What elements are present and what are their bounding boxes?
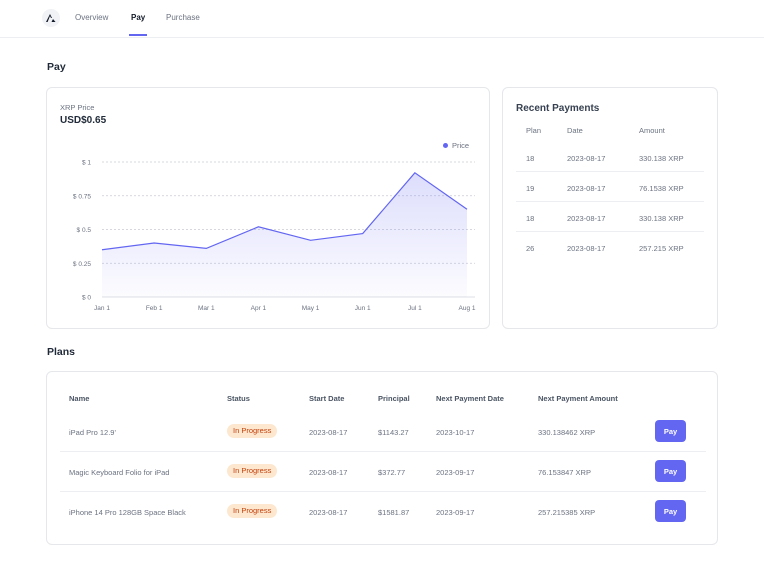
payment-date: 2023-08-17 — [567, 154, 606, 163]
tab-purchase[interactable]: Purchase — [166, 13, 200, 22]
col-date: Date — [567, 126, 583, 135]
payment-row: 26 2023-08-17 257.215 XRP — [516, 232, 704, 262]
payment-date: 2023-08-17 — [567, 214, 606, 223]
plan-next-payment-date: 2023-09-17 — [436, 508, 475, 517]
plan-row: iPad Pro 12.9' 2023-08-17 $1143.27 2023-10-… — [60, 412, 706, 452]
legend-dot-icon — [443, 143, 448, 148]
x-tick-label: Jul 1 — [408, 305, 422, 312]
plan-row: Magic Keyboard Folio for iPad 2023-08-17 $… — [60, 452, 706, 492]
plan-start-date: 2023-08-17 — [309, 508, 348, 517]
plan-next-payment-amount: 330.138462 XRP — [538, 428, 596, 437]
col-next-payment-date: Next Payment Date — [436, 394, 504, 403]
plan-next-payment-amount: 257.215385 XRP — [538, 508, 596, 517]
chart-area — [101, 171, 468, 297]
x-tick-label: Jan 1 — [94, 305, 110, 312]
payment-plan: 26 — [526, 244, 535, 253]
price-value: USD$0.65 — [60, 115, 107, 126]
pay-button[interactable]: Pay — [655, 460, 686, 482]
logo-mark — [46, 14, 56, 22]
payment-amount: 257.215 XRP — [639, 244, 684, 253]
plan-principal: $1581.87 — [378, 508, 410, 517]
price-label: XRP Price — [60, 103, 95, 112]
tab-overview[interactable]: Overview — [75, 13, 109, 22]
plan-name: iPhone 14 Pro 128GB Space Black — [69, 508, 186, 517]
price-card: XRP Price USD$0.65 Price $ 0 $ 0.25 $ 0.5 $… — [46, 87, 490, 329]
col-principal: Principal — [378, 394, 410, 403]
chart-legend[interactable]: Price — [443, 141, 469, 150]
pay-button[interactable]: Pay — [655, 420, 686, 442]
price-chart: $ 0 $ 0.25 $ 0.5 $ 0.75 $ 1 Jan 1 Feb 1 Mar 1 Ap… — [73, 160, 476, 313]
plan-name: iPad Pro 12.9' — [69, 428, 116, 437]
y-tick-label: $ 0.5 — [77, 227, 92, 234]
payment-amount: 330.138 XRP — [639, 154, 684, 163]
price-area-fill — [102, 172, 467, 297]
payment-date: 2023-08-17 — [567, 244, 606, 253]
col-start-date: Start Date — [309, 394, 345, 403]
y-tick-label: $ 0.25 — [73, 261, 91, 268]
x-tick-label: Apr 1 — [251, 305, 267, 312]
y-tick-label: $ 1 — [82, 160, 91, 167]
x-tick-label: May 1 — [302, 305, 320, 312]
plan-principal: $1143.27 — [378, 428, 409, 437]
payment-row: 18 2023-08-17 330.138 XRP — [516, 142, 704, 172]
payment-plan: 18 — [526, 154, 535, 163]
plan-start-date: 2023-08-17 — [309, 428, 348, 437]
logo-icon[interactable] — [42, 9, 60, 27]
recent-payments-card: Recent Payments Plan Date Amount 18 2023-… — [502, 87, 718, 329]
payment-row: 19 2023-08-17 76.1538 XRP — [516, 172, 704, 202]
plan-start-date: 2023-08-17 — [309, 468, 348, 477]
plan-name: Magic Keyboard Folio for iPad — [69, 468, 170, 477]
col-amount: Amount — [639, 126, 665, 135]
chart-labels: $ 0 $ 0.25 $ 0.5 $ 0.75 $ 1 Jan 1 Feb 1 Mar 1 Ap… — [73, 160, 476, 313]
plan-next-payment-date: 2023-10-17 — [436, 428, 475, 437]
plan-row: iPhone 14 Pro 128GB Space Black 2023-08-1… — [60, 492, 706, 532]
status-badge: In Progress — [227, 424, 278, 438]
price-series-line — [101, 171, 468, 251]
y-tick-label: $ 0.75 — [73, 193, 91, 200]
x-tick-label: Aug 1 — [459, 305, 476, 312]
col-name: Name — [69, 394, 90, 403]
status-badge: In Progress — [227, 504, 278, 518]
plans-card: Name Status Start Date Principal Next Pa… — [46, 371, 718, 545]
plan-next-payment-date: 2023-09-17 — [436, 468, 475, 477]
payment-plan: 18 — [526, 214, 535, 223]
payment-date: 2023-08-17 — [567, 184, 606, 193]
payment-amount: 76.1538 XRP — [639, 184, 684, 193]
x-tick-label: Mar 1 — [198, 305, 215, 312]
col-status: Status — [227, 394, 250, 403]
recent-payments-title: Recent Payments — [516, 103, 600, 114]
payment-amount: 330.138 XRP — [639, 214, 684, 223]
status-badge: In Progress — [227, 464, 278, 478]
col-next-payment-amount: Next Payment Amount — [538, 394, 618, 403]
section-title-plans: Plans — [47, 346, 76, 358]
top-navigation: Overview Pay Purchase — [0, 0, 764, 38]
y-tick-label: $ 0 — [82, 295, 91, 302]
plan-principal: $372.77 — [378, 468, 406, 477]
payment-plan: 19 — [526, 184, 535, 193]
section-title-pay: Pay — [47, 61, 66, 73]
pay-button[interactable]: Pay — [655, 500, 686, 522]
x-tick-label: Feb 1 — [146, 305, 163, 312]
payment-row: 18 2023-08-17 330.138 XRP — [516, 202, 704, 232]
tab-pay[interactable]: Pay — [128, 13, 148, 37]
col-plan: Plan — [526, 126, 542, 135]
plan-next-payment-amount: 76.153847 XRP — [538, 468, 591, 477]
x-tick-label: Jun 1 — [355, 305, 371, 312]
legend-label: Price — [452, 141, 470, 150]
